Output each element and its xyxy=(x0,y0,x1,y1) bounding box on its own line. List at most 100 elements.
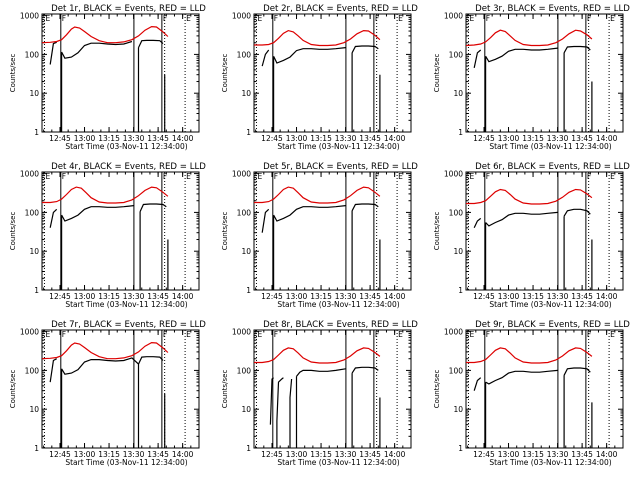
panel-det-9: Det 9r, BLACK = Events, RED = LLD 1 10 100 1… xyxy=(433,320,630,467)
x-axis-label: Start Time (03-Nov-11 12:34:00) xyxy=(277,300,399,309)
plot-frame xyxy=(253,171,412,291)
x-tick-label: 14:00 xyxy=(596,134,618,143)
panel-title: Det 9r, BLACK = Events, RED = LLD xyxy=(475,320,630,330)
marker-flag-label: F xyxy=(375,172,379,181)
x-tick-label: 12:45 xyxy=(473,450,495,459)
x-tick-label: 13:15 xyxy=(310,450,332,459)
series-line-lld xyxy=(254,347,381,364)
marker-flag-label: E xyxy=(469,14,474,23)
x-tick-label: 14:00 xyxy=(172,134,194,143)
marker-flag-label: F xyxy=(163,330,167,339)
y-tick-label: 1000 xyxy=(232,170,251,179)
series-line-events xyxy=(473,208,593,290)
series-line-events xyxy=(261,45,381,132)
y-tick-label: 10 xyxy=(241,89,251,98)
y-axis-label: Counts/sec xyxy=(9,370,17,409)
marker-flag-label: E xyxy=(469,172,474,181)
plot-frame xyxy=(465,329,624,449)
x-tick-label: 13:00 xyxy=(286,292,308,301)
series-line-events xyxy=(473,367,593,448)
marker-flag-label: F xyxy=(163,172,167,181)
marker-flag-label: F xyxy=(587,172,591,181)
y-tick-label: 100 xyxy=(237,50,252,59)
marker-flag-label: F xyxy=(274,14,278,23)
marker-flag-label: F xyxy=(163,14,167,23)
x-tick-label: 12:45 xyxy=(261,292,283,301)
y-axis-label: Counts/sec xyxy=(433,212,441,251)
panel-det-7: Det 7r, BLACK = Events, RED = LLD 1 10 100 1… xyxy=(9,320,206,467)
y-tick-label: 1 xyxy=(34,286,39,295)
panel-title: Det 4r, BLACK = Events, RED = LLD xyxy=(51,162,206,172)
x-tick-label: 14:00 xyxy=(384,292,406,301)
x-tick-label: 13:30 xyxy=(547,134,569,143)
x-tick-label: 13:30 xyxy=(547,450,569,459)
x-axis-label: Start Time (03-Nov-11 12:34:00) xyxy=(65,300,187,309)
x-tick-label: 13:45 xyxy=(571,292,593,301)
series-line-lld xyxy=(254,29,381,47)
x-tick-label: 13:15 xyxy=(98,450,120,459)
y-tick-label: 1000 xyxy=(444,328,463,337)
x-tick-label: 13:30 xyxy=(335,292,357,301)
x-tick-label: 12:45 xyxy=(473,134,495,143)
y-tick-label: 1000 xyxy=(232,12,251,21)
marker-flag-label: F xyxy=(375,330,379,339)
x-axis-label: Start Time (03-Nov-11 12:34:00) xyxy=(489,458,611,467)
x-tick-label: 13:30 xyxy=(123,450,145,459)
panel-det-5: Det 5r, BLACK = Events, RED = LLD 1 10 100 1… xyxy=(221,162,418,309)
marker-flag-label: F xyxy=(486,172,490,181)
y-axis-label: Counts/sec xyxy=(433,370,441,409)
panel-det-2: Det 2r, BLACK = Events, RED = LLD 1 10 100 1… xyxy=(221,4,418,151)
marker-flag-label: F xyxy=(587,14,591,23)
x-tick-label: 13:30 xyxy=(335,450,357,459)
marker-flag-label: E xyxy=(398,330,403,339)
panel-title: Det 1r, BLACK = Events, RED = LLD xyxy=(51,4,206,14)
y-axis-label: Counts/sec xyxy=(433,54,441,93)
x-tick-label: 13:15 xyxy=(310,292,332,301)
x-axis-label: Start Time (03-Nov-11 12:34:00) xyxy=(489,142,611,151)
panel-title: Det 6r, BLACK = Events, RED = LLD xyxy=(475,162,630,172)
x-tick-label: 12:45 xyxy=(49,134,71,143)
y-tick-label: 1 xyxy=(458,128,463,137)
y-tick-label: 10 xyxy=(29,89,39,98)
marker-flag-label: E xyxy=(186,330,191,339)
x-tick-label: 12:45 xyxy=(49,450,71,459)
marker-flag-label: F xyxy=(274,330,278,339)
y-tick-label: 1000 xyxy=(444,12,463,21)
x-axis-label: Start Time (03-Nov-11 12:34:00) xyxy=(65,142,187,151)
y-tick-label: 1 xyxy=(246,128,251,137)
marker-flag-label: E xyxy=(398,14,403,23)
x-tick-label: 13:45 xyxy=(571,134,593,143)
y-axis-label: Counts/sec xyxy=(9,212,17,251)
marker-flag-label: F xyxy=(486,330,490,339)
x-tick-label: 13:15 xyxy=(522,134,544,143)
y-axis-label: Counts/sec xyxy=(221,54,229,93)
x-tick-label: 13:45 xyxy=(147,450,169,459)
series-line-lld xyxy=(466,188,593,205)
y-tick-label: 100 xyxy=(449,50,464,59)
x-tick-label: 13:30 xyxy=(123,292,145,301)
panel-title: Det 8r, BLACK = Events, RED = LLD xyxy=(263,320,418,330)
marker-flag-label: E xyxy=(257,330,262,339)
panel-title: Det 3r, BLACK = Events, RED = LLD xyxy=(475,4,630,14)
panel-det-3: Det 3r, BLACK = Events, RED = LLD 1 10 100 1… xyxy=(433,4,630,151)
plot-frame xyxy=(253,329,412,449)
y-tick-label: 10 xyxy=(453,247,463,256)
series-line-events xyxy=(49,39,166,132)
marker-flag-label: E xyxy=(186,172,191,181)
panel-title: Det 7r, BLACK = Events, RED = LLD xyxy=(51,320,206,330)
panel-title: Det 2r, BLACK = Events, RED = LLD xyxy=(263,4,418,14)
y-tick-label: 1000 xyxy=(20,170,39,179)
marker-flag-label: F xyxy=(375,14,379,23)
x-tick-label: 13:15 xyxy=(522,450,544,459)
x-tick-label: 13:00 xyxy=(286,450,308,459)
panel-det-4: Det 4r, BLACK = Events, RED = LLD 1 10 100 1… xyxy=(9,162,206,309)
marker-flag-label: E xyxy=(469,330,474,339)
x-tick-label: 12:45 xyxy=(261,450,283,459)
marker-flag-label: E xyxy=(45,172,50,181)
x-tick-label: 14:00 xyxy=(172,450,194,459)
marker-flag-label: F xyxy=(62,14,66,23)
x-tick-label: 13:45 xyxy=(147,134,169,143)
series-line-lld xyxy=(41,25,169,44)
y-tick-label: 10 xyxy=(241,405,251,414)
series-line-events xyxy=(473,45,593,132)
